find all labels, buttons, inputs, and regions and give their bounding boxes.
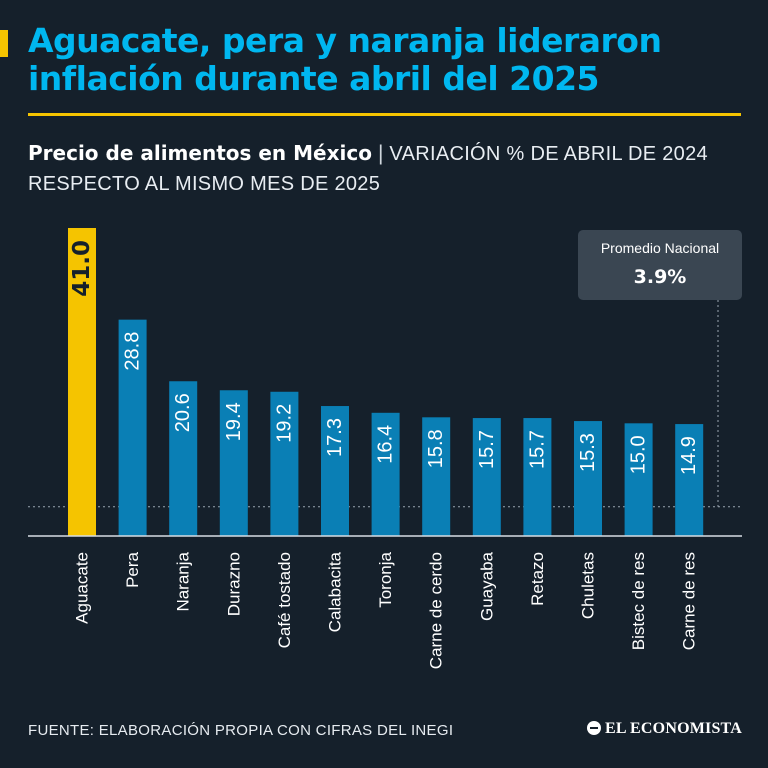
bar-9 [523,418,552,536]
value-label-4: 19.2 [273,404,295,443]
bar-7 [422,417,451,536]
category-label-11: Bistec de res [629,552,648,650]
value-label-8: 15.7 [476,430,498,469]
category-label-8: Guayaba [477,551,496,621]
category-label-7: Carne de cerdo [427,552,446,669]
source-note: FUENTE: ELABORACIÓN PROPIA CON CIFRAS DE… [28,722,454,739]
value-label-5: 17.3 [324,418,346,457]
bar-3 [219,390,248,536]
bar-12 [675,424,704,536]
bar-4 [270,391,299,536]
bar-5 [321,406,349,536]
callout-label: Promedio Nacional [601,240,719,256]
bar-11 [624,423,653,536]
value-label-9: 15.7 [526,430,548,469]
category-label-6: Toronja [376,551,395,607]
brand-logo: EL ECONOMISTA [587,720,742,738]
value-label-1: 28.8 [122,332,144,371]
category-label-2: Naranja [174,551,193,611]
value-label-7: 15.8 [425,429,447,468]
bar-10 [574,421,602,536]
value-label-11: 15.0 [628,435,650,474]
subtitle: Precio de alimentos en México | VARIACIÓN … [28,138,743,199]
value-label-6: 16.4 [375,425,397,464]
category-label-4: Café tostado [275,552,294,648]
category-label-0: Aguacate [73,552,92,624]
subtitle-light: VARIACIÓN % DE ABRIL DE 2024 RESPECTO AL… [28,143,708,195]
category-label-9: Retazo [528,552,547,606]
value-label-12: 14.9 [678,436,700,475]
headline-title: Aguacate, pera y naranja lideraron infla… [28,21,662,98]
category-label-12: Carne de res [680,552,699,650]
value-label-10: 15.3 [577,433,599,472]
category-label-5: Calabacita [326,551,345,632]
bar-6 [371,412,400,536]
subtitle-separator: | [377,142,384,165]
value-label-2: 20.6 [172,393,194,432]
bar-1 [118,319,147,536]
bar-8 [472,418,501,536]
bar-0 [68,228,96,536]
category-label-10: Chuletas [579,552,598,619]
subtitle-bold: Precio de alimentos en México [28,141,372,165]
accent-bar [0,30,8,57]
category-label-1: Pera [123,551,142,587]
value-label-3: 19.4 [223,402,245,441]
category-label-3: Durazno [224,552,243,616]
callout-value: 3.9% [634,266,687,288]
value-label-0: 41.0 [69,240,95,297]
brand-mark-icon [587,721,601,735]
brand-name: EL ECONOMISTA [605,720,742,737]
bar-2 [169,381,198,536]
callout-box [578,230,742,300]
headline-rule [28,113,741,116]
